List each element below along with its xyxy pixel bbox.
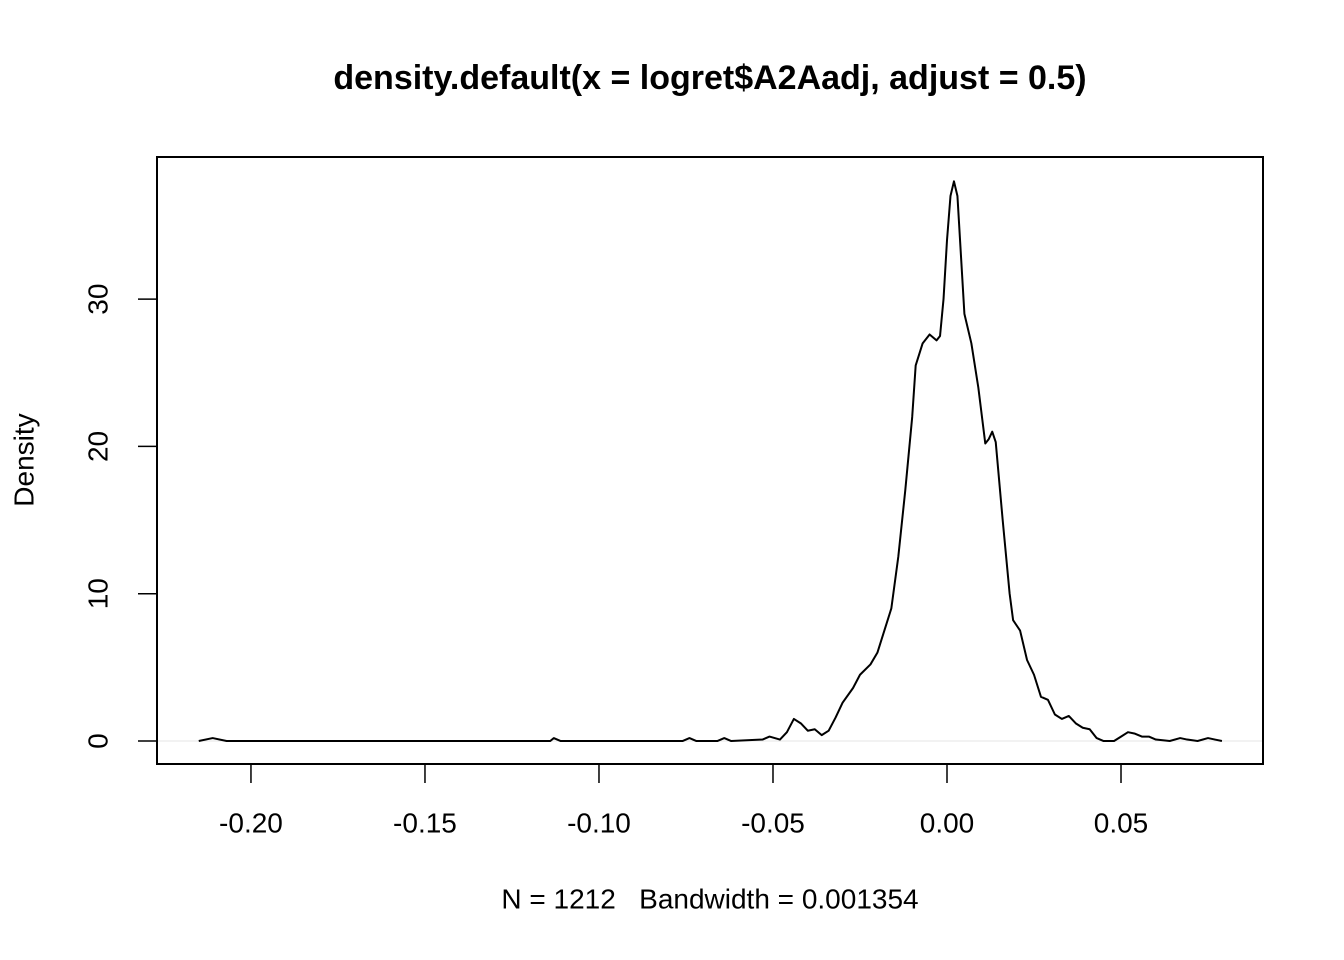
x-tick-label: -0.05 (741, 807, 805, 838)
x-axis-label: N = 1212 Bandwidth = 0.001354 (501, 883, 918, 914)
x-tick-label: -0.20 (219, 807, 283, 838)
x-tick-label: 0.00 (920, 807, 975, 838)
y-tick-label: 0 (82, 733, 113, 749)
x-tick-label: -0.15 (393, 807, 457, 838)
density-line (198, 180, 1223, 743)
y-axis-label: Density (8, 413, 39, 506)
chart-title: density.default(x = logret$A2Aadj, adjus… (333, 59, 1086, 97)
x-tick-label: -0.10 (567, 807, 631, 838)
plot-frame (156, 156, 1264, 765)
x-tick-label: 0.05 (1094, 807, 1149, 838)
y-tick-label: 20 (82, 431, 113, 462)
y-tick-label: 10 (82, 578, 113, 609)
y-tick-label: 30 (82, 284, 113, 315)
